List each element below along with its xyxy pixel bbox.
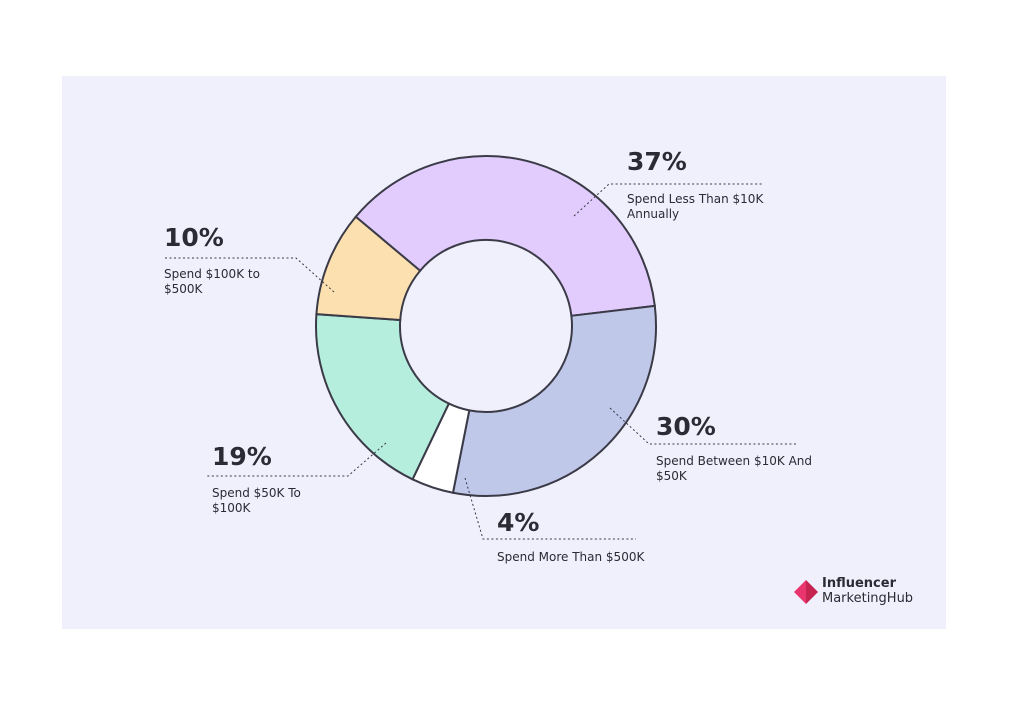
callout-19: 19% Spend $50K To $100K <box>206 442 387 515</box>
callout-10: 10% Spend $100K to $500K <box>164 223 335 296</box>
pct-label-30: 30% <box>656 412 716 441</box>
callout-37: 37% Spend Less Than $10K Annually <box>573 147 764 221</box>
pct-label-10: 10% <box>164 223 224 252</box>
leader-line-4 <box>464 477 636 540</box>
pct-label-19: 19% <box>212 442 272 471</box>
pct-label-37: 37% <box>627 147 687 176</box>
desc-label-10-line2: $500K <box>164 282 204 296</box>
donut-slice-30 <box>451 304 657 497</box>
desc-label-37-line2: Annually <box>627 207 679 221</box>
leader-line-19 <box>206 442 387 477</box>
donut-slices <box>315 155 657 497</box>
desc-label-4-line1: Spend More Than $500K <box>497 550 645 564</box>
callout-4: 4% Spend More Than $500K <box>464 477 645 564</box>
donut-slice-10 <box>315 215 422 322</box>
leader-line-10 <box>164 257 335 293</box>
donut-slice-37 <box>354 155 656 317</box>
leader-line-37 <box>573 183 762 217</box>
desc-label-10-line1: Spend $100K to <box>164 267 260 281</box>
pct-label-4: 4% <box>497 508 539 537</box>
desc-label-37-line1: Spend Less Than $10K <box>627 192 764 206</box>
desc-label-30-line1: Spend Between $10K And <box>656 454 812 468</box>
brand-name-line2: MarketingHub <box>822 591 914 606</box>
desc-label-19-line2: $100K <box>212 501 252 515</box>
brand-name-line1: Influencer <box>822 576 896 591</box>
callout-30: 30% Spend Between $10K And $50K <box>609 407 812 483</box>
donut-slice-19 <box>315 313 451 481</box>
desc-label-19-line1: Spend $50K To <box>212 486 301 500</box>
influencer-marketing-hub-logo-icon <box>794 580 818 604</box>
brand-logo: Influencer MarketingHub <box>794 576 924 608</box>
desc-label-30-line2: $50K <box>656 469 688 483</box>
